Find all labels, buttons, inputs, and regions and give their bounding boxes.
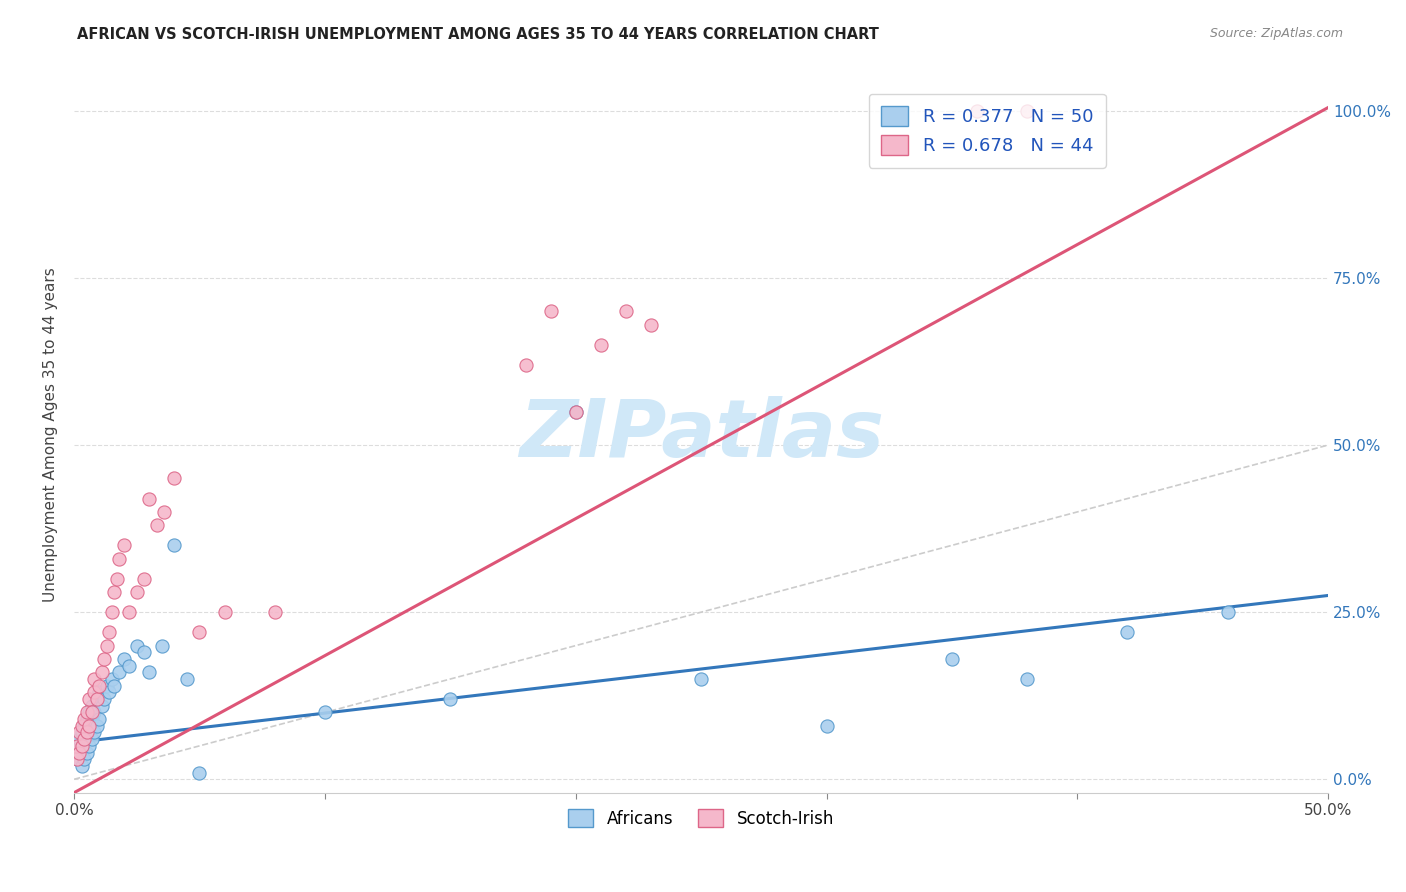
Point — [65, 752, 87, 766]
Point — [96, 639, 118, 653]
Point — [163, 538, 186, 552]
Text: Source: ZipAtlas.com: Source: ZipAtlas.com — [1209, 27, 1343, 40]
Point — [188, 625, 211, 640]
Point — [134, 572, 156, 586]
Point — [77, 706, 100, 720]
Point — [65, 739, 87, 753]
Point — [93, 692, 115, 706]
Point — [70, 739, 93, 753]
Point — [70, 719, 93, 733]
Point — [76, 725, 98, 739]
Point — [108, 551, 131, 566]
Point — [146, 518, 169, 533]
Point — [86, 692, 108, 706]
Point — [86, 692, 108, 706]
Point — [112, 538, 135, 552]
Point — [67, 732, 90, 747]
Point — [83, 685, 105, 699]
Point — [76, 725, 98, 739]
Point — [314, 706, 336, 720]
Point — [815, 719, 838, 733]
Point — [515, 358, 537, 372]
Point — [614, 304, 637, 318]
Point — [89, 712, 111, 726]
Point — [73, 712, 96, 726]
Point — [96, 679, 118, 693]
Point — [70, 739, 93, 753]
Point — [1116, 625, 1139, 640]
Point — [214, 605, 236, 619]
Point — [80, 706, 103, 720]
Point — [125, 585, 148, 599]
Point — [118, 658, 141, 673]
Point — [83, 706, 105, 720]
Point — [83, 672, 105, 686]
Point — [163, 471, 186, 485]
Point — [70, 759, 93, 773]
Text: AFRICAN VS SCOTCH-IRISH UNEMPLOYMENT AMONG AGES 35 TO 44 YEARS CORRELATION CHART: AFRICAN VS SCOTCH-IRISH UNEMPLOYMENT AMO… — [77, 27, 879, 42]
Point — [73, 732, 96, 747]
Point — [1017, 672, 1039, 686]
Point — [966, 103, 988, 118]
Point — [67, 746, 90, 760]
Point — [89, 679, 111, 693]
Point — [138, 665, 160, 680]
Point — [263, 605, 285, 619]
Point — [176, 672, 198, 686]
Point — [73, 719, 96, 733]
Text: ZIPatlas: ZIPatlas — [519, 396, 883, 474]
Point — [77, 719, 100, 733]
Point — [65, 739, 87, 753]
Point — [188, 765, 211, 780]
Point — [540, 304, 562, 318]
Point — [86, 719, 108, 733]
Point — [150, 639, 173, 653]
Point — [67, 725, 90, 739]
Point — [1017, 103, 1039, 118]
Point — [90, 665, 112, 680]
Point — [138, 491, 160, 506]
Point — [83, 725, 105, 739]
Point — [67, 746, 90, 760]
Point — [76, 706, 98, 720]
Point — [76, 746, 98, 760]
Point — [153, 505, 176, 519]
Point — [118, 605, 141, 619]
Point — [73, 752, 96, 766]
Point — [77, 719, 100, 733]
Point — [76, 712, 98, 726]
Point — [89, 685, 111, 699]
Point — [80, 732, 103, 747]
Point — [564, 404, 586, 418]
Point — [65, 752, 87, 766]
Point — [100, 605, 122, 619]
Point — [439, 692, 461, 706]
Point — [77, 739, 100, 753]
Point — [108, 665, 131, 680]
Point — [941, 652, 963, 666]
Point — [80, 698, 103, 713]
Point — [112, 652, 135, 666]
Point — [73, 732, 96, 747]
Point — [589, 338, 612, 352]
Legend: Africans, Scotch-Irish: Africans, Scotch-Irish — [561, 803, 841, 834]
Point — [103, 585, 125, 599]
Point — [98, 625, 121, 640]
Point — [100, 672, 122, 686]
Point — [103, 679, 125, 693]
Point — [80, 712, 103, 726]
Point — [564, 404, 586, 418]
Point — [98, 685, 121, 699]
Point — [70, 725, 93, 739]
Point — [125, 639, 148, 653]
Point — [640, 318, 662, 332]
Point — [134, 645, 156, 659]
Point — [77, 692, 100, 706]
Point — [93, 652, 115, 666]
Y-axis label: Unemployment Among Ages 35 to 44 years: Unemployment Among Ages 35 to 44 years — [44, 268, 58, 602]
Point — [105, 572, 128, 586]
Point — [90, 698, 112, 713]
Point — [1216, 605, 1239, 619]
Point — [690, 672, 713, 686]
